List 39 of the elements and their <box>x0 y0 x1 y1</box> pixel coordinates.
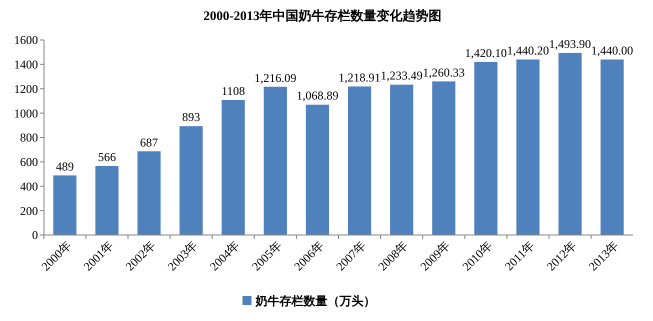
bar <box>432 81 456 235</box>
y-tick-label: 800 <box>20 130 38 145</box>
bar <box>558 52 582 235</box>
bar <box>95 166 119 235</box>
data-label: 893 <box>182 110 200 124</box>
bar <box>306 104 330 235</box>
y-tick-label: 1000 <box>14 106 38 120</box>
data-label: 566 <box>98 150 116 164</box>
data-label: 1,493.90 <box>549 36 592 51</box>
bar <box>137 151 161 235</box>
y-tick-label: 1400 <box>14 58 38 72</box>
bar <box>390 84 414 235</box>
data-label: 1,420.10 <box>464 46 507 60</box>
bar <box>222 100 245 235</box>
bar <box>516 59 540 235</box>
data-label: 1,260.33 <box>422 65 465 80</box>
data-label: 1,440.20 <box>506 43 549 58</box>
chart-title: 2000-2013年中国奶牛存栏数量变化趋势图 <box>203 8 442 23</box>
data-label: 687 <box>140 135 158 150</box>
y-tick-label: 0 <box>32 228 38 242</box>
data-label: 1108 <box>221 84 246 98</box>
bar <box>264 86 287 235</box>
data-label: 1,233.49 <box>380 68 423 83</box>
data-label: 1,218.91 <box>338 70 381 84</box>
y-tick-label: 1600 <box>14 33 38 48</box>
y-tick-label: 1200 <box>14 82 38 96</box>
y-tick-label: 200 <box>20 204 38 218</box>
data-label: 1,440.00 <box>591 44 634 58</box>
bar <box>348 86 372 235</box>
data-label: 1,068.89 <box>296 88 338 103</box>
y-tick-label: 600 <box>20 155 38 170</box>
bar <box>53 175 76 235</box>
data-label: 489 <box>56 159 74 174</box>
bar <box>600 60 624 235</box>
legend-label: 奶牛存栏数量（万头） <box>254 294 376 308</box>
bar <box>474 62 498 235</box>
bar <box>180 126 203 235</box>
y-tick-label: 400 <box>20 179 38 194</box>
data-label: 1,216.09 <box>254 70 296 85</box>
